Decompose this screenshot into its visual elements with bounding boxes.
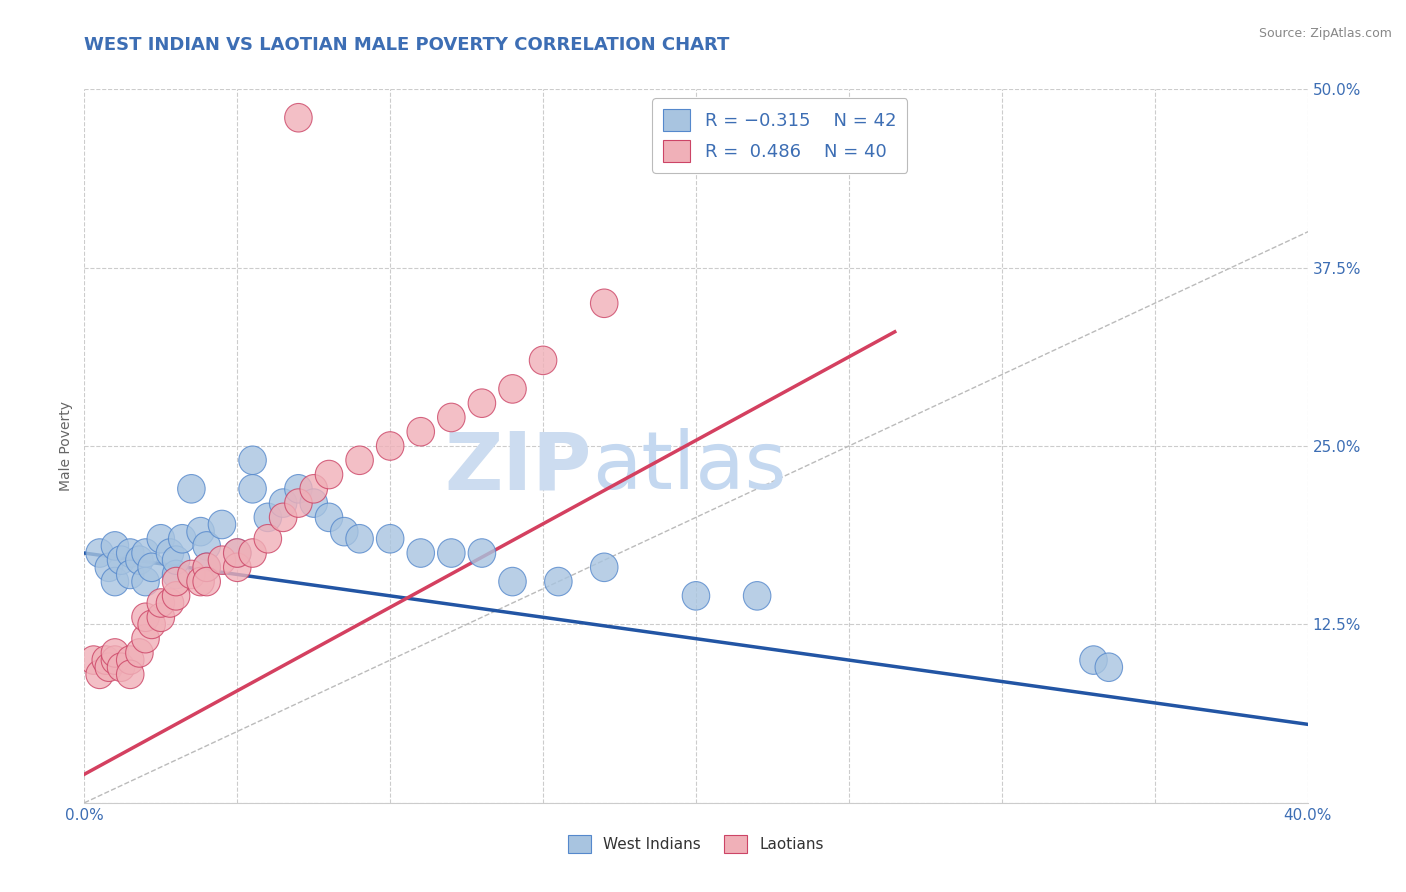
Ellipse shape — [254, 524, 281, 553]
Ellipse shape — [101, 639, 129, 667]
Ellipse shape — [148, 603, 174, 632]
Ellipse shape — [156, 539, 184, 567]
Ellipse shape — [437, 403, 465, 432]
Ellipse shape — [117, 646, 143, 674]
Ellipse shape — [239, 475, 266, 503]
Ellipse shape — [96, 553, 122, 582]
Ellipse shape — [254, 503, 281, 532]
Ellipse shape — [162, 567, 190, 596]
Ellipse shape — [138, 553, 166, 582]
Text: Source: ZipAtlas.com: Source: ZipAtlas.com — [1258, 27, 1392, 40]
Ellipse shape — [224, 539, 252, 567]
Ellipse shape — [270, 489, 297, 517]
Ellipse shape — [117, 560, 143, 589]
Ellipse shape — [499, 375, 526, 403]
Ellipse shape — [117, 539, 143, 567]
Ellipse shape — [1080, 646, 1108, 674]
Ellipse shape — [80, 646, 107, 674]
Ellipse shape — [96, 653, 122, 681]
Ellipse shape — [406, 539, 434, 567]
Ellipse shape — [591, 553, 619, 582]
Ellipse shape — [193, 567, 221, 596]
Ellipse shape — [132, 624, 159, 653]
Ellipse shape — [330, 517, 359, 546]
Ellipse shape — [169, 524, 195, 553]
Text: WEST INDIAN VS LAOTIAN MALE POVERTY CORRELATION CHART: WEST INDIAN VS LAOTIAN MALE POVERTY CORR… — [84, 36, 730, 54]
Ellipse shape — [177, 560, 205, 589]
Ellipse shape — [284, 475, 312, 503]
Ellipse shape — [377, 432, 404, 460]
Ellipse shape — [177, 475, 205, 503]
Text: ZIP: ZIP — [444, 428, 592, 507]
Ellipse shape — [193, 553, 221, 582]
Ellipse shape — [117, 660, 143, 689]
Ellipse shape — [193, 532, 221, 560]
Ellipse shape — [107, 546, 135, 574]
Ellipse shape — [148, 589, 174, 617]
Ellipse shape — [544, 567, 572, 596]
Ellipse shape — [162, 582, 190, 610]
Ellipse shape — [239, 539, 266, 567]
Ellipse shape — [187, 567, 214, 596]
Ellipse shape — [101, 567, 129, 596]
Ellipse shape — [468, 539, 496, 567]
Ellipse shape — [132, 603, 159, 632]
Ellipse shape — [468, 389, 496, 417]
Ellipse shape — [346, 524, 374, 553]
Ellipse shape — [208, 546, 236, 574]
Y-axis label: Male Poverty: Male Poverty — [59, 401, 73, 491]
Ellipse shape — [132, 539, 159, 567]
Ellipse shape — [284, 103, 312, 132]
Ellipse shape — [125, 639, 153, 667]
Ellipse shape — [86, 660, 114, 689]
Ellipse shape — [346, 446, 374, 475]
Ellipse shape — [224, 553, 252, 582]
Ellipse shape — [499, 567, 526, 596]
Ellipse shape — [224, 539, 252, 567]
Ellipse shape — [591, 289, 619, 318]
Ellipse shape — [208, 510, 236, 539]
Ellipse shape — [406, 417, 434, 446]
Ellipse shape — [377, 524, 404, 553]
Legend: West Indians, Laotians: West Indians, Laotians — [562, 829, 830, 859]
Ellipse shape — [299, 475, 328, 503]
Ellipse shape — [86, 539, 114, 567]
Ellipse shape — [270, 503, 297, 532]
Ellipse shape — [315, 460, 343, 489]
Ellipse shape — [132, 567, 159, 596]
Ellipse shape — [744, 582, 770, 610]
Text: atlas: atlas — [592, 428, 786, 507]
Ellipse shape — [193, 553, 221, 582]
Ellipse shape — [1095, 653, 1122, 681]
Ellipse shape — [284, 489, 312, 517]
Ellipse shape — [91, 646, 120, 674]
Ellipse shape — [125, 546, 153, 574]
Ellipse shape — [162, 560, 190, 589]
Ellipse shape — [529, 346, 557, 375]
Ellipse shape — [437, 539, 465, 567]
Ellipse shape — [239, 446, 266, 475]
Ellipse shape — [107, 653, 135, 681]
Ellipse shape — [138, 610, 166, 639]
Ellipse shape — [101, 532, 129, 560]
Ellipse shape — [315, 503, 343, 532]
Ellipse shape — [682, 582, 710, 610]
Ellipse shape — [148, 524, 174, 553]
Ellipse shape — [187, 517, 214, 546]
Ellipse shape — [156, 589, 184, 617]
Ellipse shape — [299, 489, 328, 517]
Ellipse shape — [101, 646, 129, 674]
Ellipse shape — [162, 546, 190, 574]
